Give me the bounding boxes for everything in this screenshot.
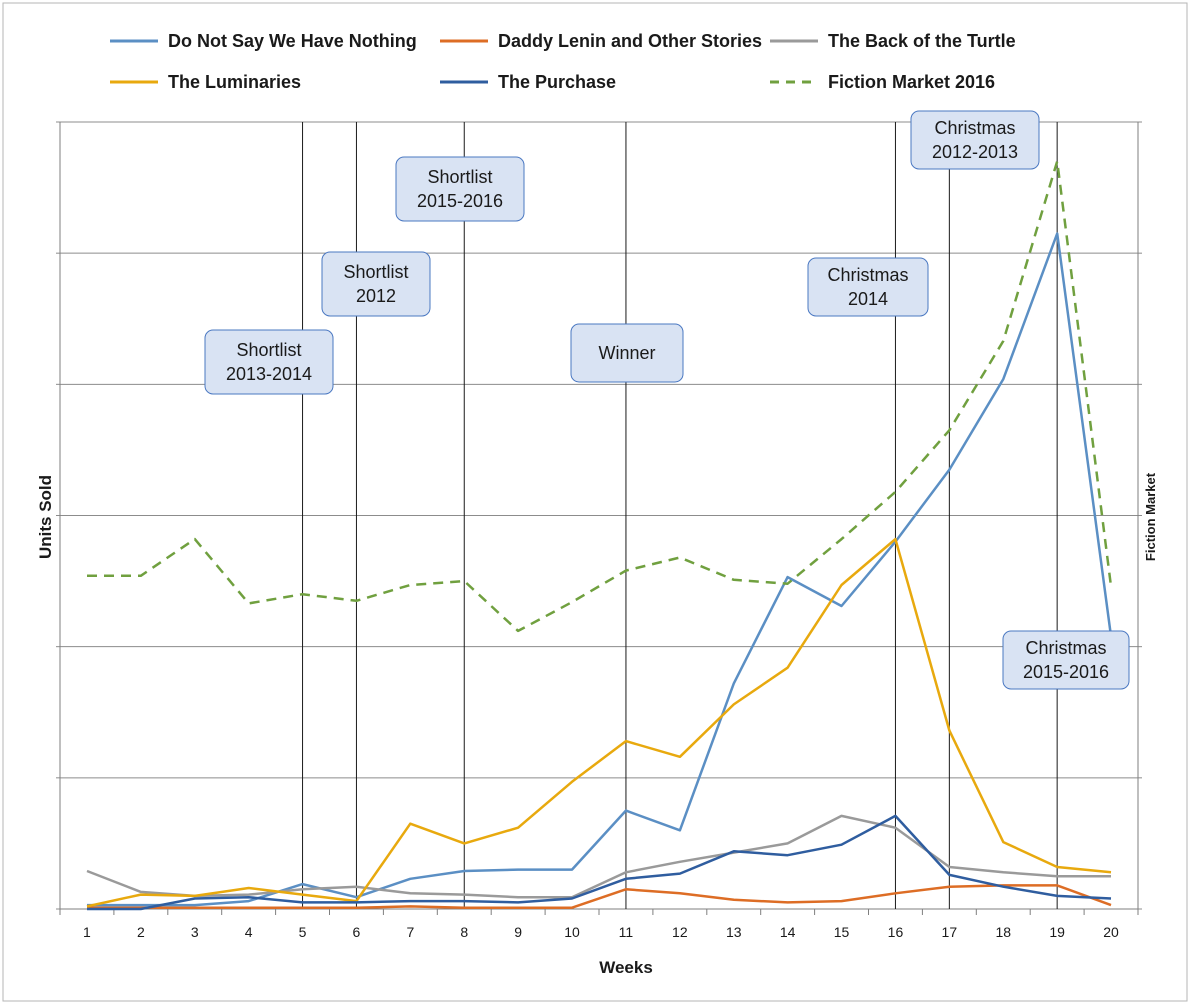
- series-line: [86, 814, 1111, 899]
- x-tick-label: 17: [942, 924, 958, 940]
- x-tick-label: 7: [406, 924, 414, 940]
- annotation-box: [1002, 630, 1130, 690]
- x-tick-label: 5: [299, 924, 307, 940]
- annotation-label: 2014: [848, 289, 888, 309]
- annotation-label: Shortlist: [343, 262, 408, 282]
- annotation-callout: Shortlist 2015-2016: [395, 156, 525, 222]
- annotation-label: 2015-2016: [1023, 662, 1109, 682]
- annotation-box: [321, 251, 431, 317]
- annotation-label: Shortlist: [427, 167, 492, 187]
- x-tick-label: 15: [834, 924, 850, 940]
- annotation-box: [570, 323, 684, 383]
- x-tick-label: 6: [353, 924, 361, 940]
- x-tick-label: 18: [995, 924, 1011, 940]
- y2-axis-title: Fiction Market: [1143, 472, 1158, 561]
- legend: Do Not Say We Have Nothing Daddy Lenin an…: [110, 31, 1016, 92]
- annotation-callout: Christmas 2015-2016: [1002, 630, 1130, 690]
- annotation-label: Christmas: [1025, 638, 1106, 658]
- x-axis-title: Weeks: [599, 958, 653, 977]
- legend-label: Fiction Market 2016: [828, 72, 995, 92]
- annotation-callout: Shortlist 2012: [321, 251, 431, 317]
- annotation-callout: Winner: [570, 323, 684, 383]
- x-tick-label: 12: [672, 924, 688, 940]
- x-tick-label: 1: [83, 924, 91, 940]
- annotation-callout: Christmas 2012-2013: [910, 110, 1040, 170]
- x-tick-label: 16: [888, 924, 904, 940]
- annotation-label: 2012: [356, 286, 396, 306]
- legend-label: The Back of the Turtle: [828, 31, 1016, 51]
- annotation-label: 2013-2014: [226, 364, 312, 384]
- x-tick-label: 8: [460, 924, 468, 940]
- y-axis-title: Units Sold: [36, 475, 55, 559]
- x-tick-label: 19: [1049, 924, 1065, 940]
- legend-label: The Luminaries: [168, 72, 301, 92]
- series-line: [87, 814, 1112, 911]
- annotation-box: [204, 329, 334, 395]
- annotation-label: 2012-2013: [932, 142, 1018, 162]
- annotation-label: Shortlist: [236, 340, 301, 360]
- x-tick-labels: 1 2 3 4 5 6 7 8 9 10 11 12 13 14 15 16 17 18 19 20: [83, 924, 1119, 940]
- x-tick-label: 10: [564, 924, 580, 940]
- legend-label: The Purchase: [498, 72, 616, 92]
- series-lines: [86, 160, 1113, 911]
- annotation-label: 2015-2016: [417, 191, 503, 211]
- legend-label: Daddy Lenin and Other Stories: [498, 31, 762, 51]
- x-tick-label: 14: [780, 924, 796, 940]
- annotation-box: [910, 110, 1040, 170]
- annotation-callout: Christmas 2014: [807, 257, 929, 317]
- x-tick-label: 3: [191, 924, 199, 940]
- series-line: [86, 537, 1112, 908]
- axes: [59, 122, 1139, 915]
- annotation-box: [807, 257, 929, 317]
- x-tick-label: 20: [1103, 924, 1119, 940]
- annotation-label: Winner: [598, 343, 655, 363]
- annotation-box: [395, 156, 525, 222]
- x-tick-label: 9: [514, 924, 522, 940]
- x-tick-label: 13: [726, 924, 742, 940]
- series-line: [87, 884, 1112, 909]
- annotation-label: Christmas: [827, 265, 908, 285]
- x-tick-label: 4: [245, 924, 253, 940]
- x-tick-label: 2: [137, 924, 145, 940]
- annotation-callout: Shortlist 2013-2014: [204, 329, 334, 395]
- series-line: [87, 160, 1113, 633]
- annotations: Shortlist2013-2014Shortlist2012Shortlist…: [204, 110, 1130, 690]
- legend-label: Do Not Say We Have Nothing: [168, 31, 417, 51]
- annotation-label: Christmas: [934, 118, 1015, 138]
- x-tick-label: 11: [619, 924, 634, 940]
